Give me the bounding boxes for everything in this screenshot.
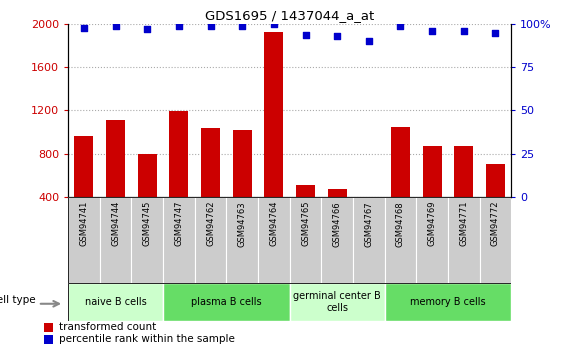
- Bar: [163, 197, 195, 283]
- Bar: [258, 197, 290, 283]
- Text: GSM94765: GSM94765: [301, 201, 310, 246]
- Point: [428, 28, 437, 34]
- Bar: [44, 335, 53, 344]
- Point: [491, 30, 500, 36]
- Point: [459, 28, 468, 34]
- Bar: [264, 32, 283, 240]
- Bar: [423, 146, 441, 240]
- Point: [333, 33, 342, 39]
- Point: [111, 23, 120, 29]
- Bar: [131, 197, 163, 283]
- Text: GSM94768: GSM94768: [396, 201, 405, 247]
- Text: percentile rank within the sample: percentile rank within the sample: [59, 334, 235, 344]
- Point: [301, 32, 310, 37]
- Point: [143, 27, 152, 32]
- Text: naive B cells: naive B cells: [85, 297, 147, 307]
- Bar: [391, 127, 410, 240]
- Text: GSM94762: GSM94762: [206, 201, 215, 246]
- Text: GSM94763: GSM94763: [238, 201, 247, 247]
- Text: transformed count: transformed count: [59, 322, 156, 332]
- Bar: [385, 197, 416, 283]
- Bar: [290, 197, 321, 283]
- Point: [364, 39, 373, 44]
- Text: GSM94741: GSM94741: [80, 201, 89, 246]
- Bar: [321, 197, 353, 283]
- Text: GSM94745: GSM94745: [143, 201, 152, 246]
- Text: GSM94771: GSM94771: [460, 201, 468, 246]
- Text: plasma B cells: plasma B cells: [191, 297, 262, 307]
- Point: [206, 23, 215, 29]
- Bar: [290, 283, 385, 321]
- Bar: [360, 200, 378, 240]
- Text: cell type: cell type: [0, 295, 36, 305]
- Text: GSM94772: GSM94772: [491, 201, 500, 246]
- Point: [269, 21, 278, 27]
- Point: [396, 23, 405, 29]
- Bar: [486, 164, 505, 240]
- Bar: [138, 154, 157, 240]
- Text: GSM94769: GSM94769: [428, 201, 437, 246]
- Bar: [385, 283, 511, 321]
- Bar: [100, 197, 131, 283]
- Text: GSM94767: GSM94767: [364, 201, 373, 247]
- Bar: [227, 197, 258, 283]
- Bar: [328, 189, 346, 240]
- Bar: [195, 197, 227, 283]
- Text: GSM94744: GSM94744: [111, 201, 120, 246]
- Bar: [169, 111, 189, 240]
- Text: GSM94766: GSM94766: [333, 201, 341, 247]
- Bar: [106, 120, 125, 240]
- Title: GDS1695 / 1437044_a_at: GDS1695 / 1437044_a_at: [205, 9, 374, 22]
- Bar: [44, 323, 53, 332]
- Point: [237, 23, 247, 29]
- Bar: [454, 146, 473, 240]
- Text: GSM94764: GSM94764: [269, 201, 278, 246]
- Bar: [296, 185, 315, 240]
- Bar: [74, 136, 94, 240]
- Point: [174, 23, 183, 29]
- Bar: [448, 197, 479, 283]
- Bar: [416, 197, 448, 283]
- Bar: [201, 128, 220, 240]
- Bar: [233, 130, 252, 240]
- Text: GSM94747: GSM94747: [174, 201, 183, 246]
- Bar: [479, 197, 511, 283]
- Bar: [68, 283, 163, 321]
- Bar: [353, 197, 385, 283]
- Bar: [163, 283, 290, 321]
- Text: memory B cells: memory B cells: [410, 297, 486, 307]
- Text: germinal center B
cells: germinal center B cells: [293, 291, 381, 313]
- Point: [80, 25, 89, 30]
- Bar: [68, 197, 100, 283]
